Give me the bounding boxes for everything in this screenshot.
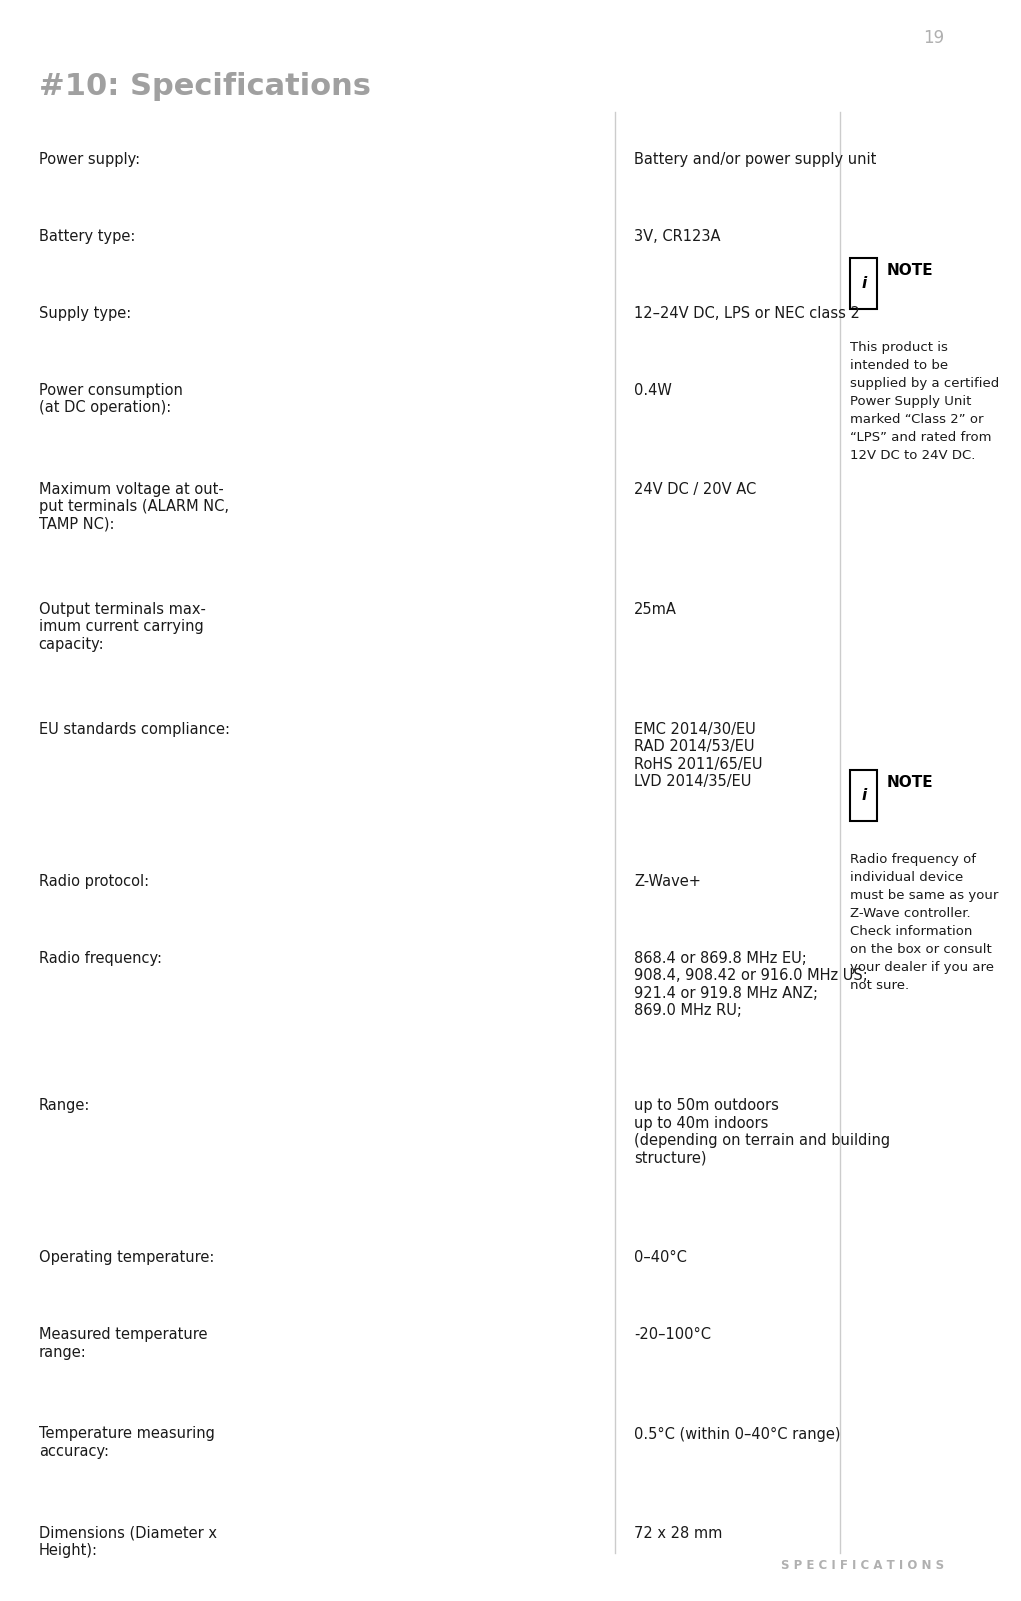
Text: Battery type:: Battery type: — [39, 229, 135, 243]
Text: 868.4 or 869.8 MHz EU;
908.4, 908.42 or 916.0 MHz US;
921.4 or 919.8 MHz ANZ;
86: 868.4 or 869.8 MHz EU; 908.4, 908.42 or … — [634, 951, 868, 1018]
Text: Dimensions (Diameter x
Height):: Dimensions (Diameter x Height): — [39, 1526, 216, 1558]
Text: i: i — [861, 788, 867, 804]
Text: Radio protocol:: Radio protocol: — [39, 874, 149, 889]
FancyBboxPatch shape — [850, 770, 877, 821]
Text: up to 50m outdoors
up to 40m indoors
(depending on terrain and building
structur: up to 50m outdoors up to 40m indoors (de… — [634, 1098, 890, 1166]
Text: Supply type:: Supply type: — [39, 306, 131, 320]
Text: i: i — [861, 275, 867, 291]
Text: 3V, CR123A: 3V, CR123A — [634, 229, 721, 243]
Text: Radio frequency of
individual device
must be same as your
Z-Wave controller.
Che: Radio frequency of individual device mus… — [850, 853, 999, 993]
Text: Maximum voltage at out-
put terminals (ALARM NC,
TAMP NC):: Maximum voltage at out- put terminals (A… — [39, 482, 229, 532]
Text: Radio frequency:: Radio frequency: — [39, 951, 161, 965]
Text: Operating temperature:: Operating temperature: — [39, 1250, 214, 1265]
Text: Power consumption
(at DC operation):: Power consumption (at DC operation): — [39, 383, 183, 415]
Text: EMC 2014/30/EU
RAD 2014/53/EU
RoHS 2011/65/EU
LVD 2014/35/EU: EMC 2014/30/EU RAD 2014/53/EU RoHS 2011/… — [634, 722, 763, 789]
Text: Power supply:: Power supply: — [39, 152, 140, 167]
Text: Z-Wave+: Z-Wave+ — [634, 874, 701, 889]
FancyBboxPatch shape — [850, 258, 877, 309]
Text: EU standards compliance:: EU standards compliance: — [39, 722, 230, 736]
Text: Range:: Range: — [39, 1098, 90, 1113]
Text: 24V DC / 20V AC: 24V DC / 20V AC — [634, 482, 757, 496]
Text: 0–40°C: 0–40°C — [634, 1250, 687, 1265]
Text: NOTE: NOTE — [887, 263, 933, 279]
Text: S P E C I F I C A T I O N S: S P E C I F I C A T I O N S — [781, 1559, 944, 1572]
Text: Temperature measuring
accuracy:: Temperature measuring accuracy: — [39, 1426, 214, 1459]
Text: NOTE: NOTE — [887, 775, 933, 791]
Text: -20–100°C: -20–100°C — [634, 1327, 712, 1342]
Text: 0.5°C (within 0–40°C range): 0.5°C (within 0–40°C range) — [634, 1426, 840, 1441]
Text: Measured temperature
range:: Measured temperature range: — [39, 1327, 207, 1359]
Text: 12–24V DC, LPS or NEC class 2: 12–24V DC, LPS or NEC class 2 — [634, 306, 860, 320]
Text: 25mA: 25mA — [634, 602, 677, 616]
Text: #10: Specifications: #10: Specifications — [39, 72, 371, 101]
Text: 72 x 28 mm: 72 x 28 mm — [634, 1526, 723, 1540]
Text: This product is
intended to be
supplied by a certified
Power Supply Unit
marked : This product is intended to be supplied … — [850, 341, 1000, 463]
Text: 0.4W: 0.4W — [634, 383, 672, 397]
Text: Output terminals max-
imum current carrying
capacity:: Output terminals max- imum current carry… — [39, 602, 205, 652]
Text: Battery and/or power supply unit: Battery and/or power supply unit — [634, 152, 877, 167]
Text: 19: 19 — [923, 29, 944, 46]
